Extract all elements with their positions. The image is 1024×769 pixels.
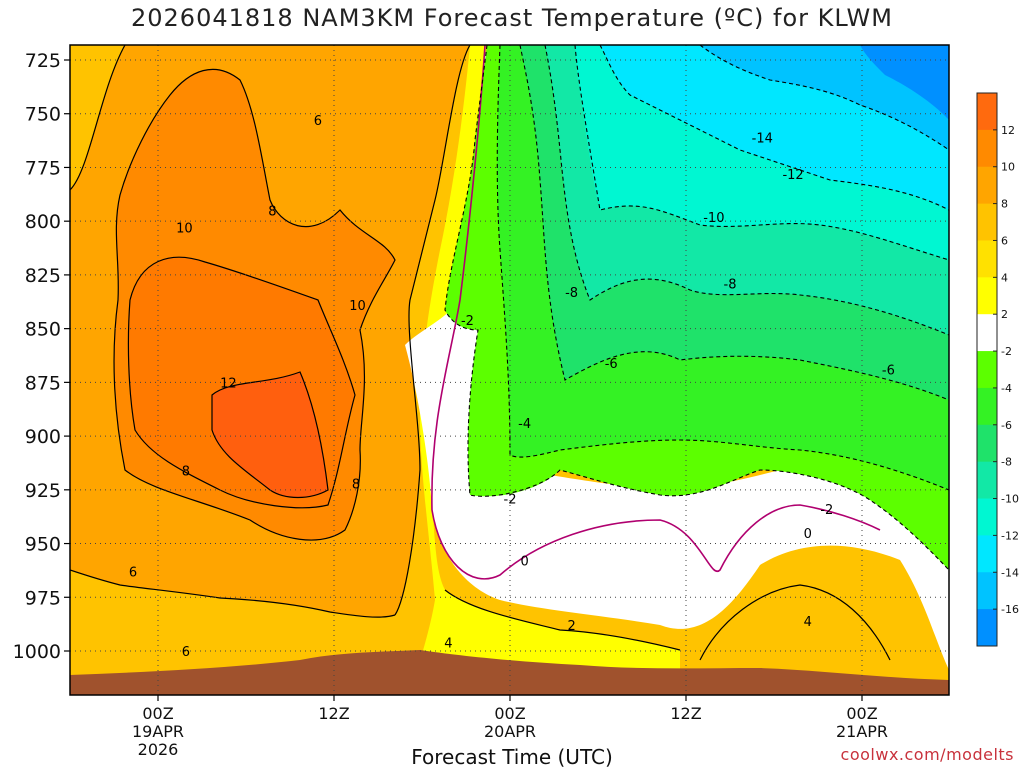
- y-tick-label: 850: [25, 319, 61, 341]
- colorbar-label: 4: [1001, 271, 1008, 284]
- colorbar-swatch: [977, 240, 997, 278]
- temperature-field: [70, 45, 949, 695]
- x-tick-label: 2026: [138, 740, 179, 759]
- x-tick-label: 00Z: [494, 704, 525, 723]
- colorbar-label: -2: [1001, 345, 1012, 358]
- colorbar-swatch: [977, 351, 997, 389]
- colorbar-label: -14: [1001, 566, 1019, 579]
- colorbar-swatch: [977, 609, 997, 647]
- contour-label: -4: [518, 417, 531, 432]
- y-tick-label: 900: [25, 426, 61, 448]
- contour-label: 6: [182, 645, 190, 660]
- colorbar-swatch: [977, 424, 997, 463]
- contour-label: 4: [804, 615, 812, 630]
- x-tick-label: 21APR: [836, 722, 888, 741]
- credit-link[interactable]: coolwx.com/modelts: [840, 745, 1014, 764]
- contour-label: 10: [349, 299, 366, 314]
- contour-label: -2: [820, 503, 833, 518]
- y-tick-label: 875: [25, 372, 61, 394]
- colorbar-swatch: [977, 461, 997, 500]
- colorbar-label: -16: [1001, 603, 1019, 616]
- chart-title: 2026041818 NAM3KM Forecast Temperature (…: [131, 4, 893, 32]
- colorbar-label: -8: [1001, 456, 1012, 469]
- contour-label: -8: [724, 278, 737, 293]
- contour-label: -6: [605, 357, 618, 372]
- terrain-ground: [70, 650, 949, 695]
- contour-label: -8: [565, 286, 578, 301]
- colorbar-swatch: [977, 277, 997, 315]
- x-tick-label: 20APR: [484, 722, 536, 741]
- colorbar-swatch: [977, 498, 997, 536]
- colorbar-swatch: [977, 93, 997, 131]
- contour-label: 4: [444, 636, 452, 651]
- contour-label: 8: [268, 204, 276, 219]
- y-tick-label: 1000: [13, 641, 61, 663]
- contour-label: -12: [782, 168, 803, 183]
- contour-label: 0: [521, 555, 529, 570]
- colorbar-label: -12: [1001, 529, 1019, 542]
- colorbar-label: -6: [1001, 419, 1012, 432]
- colorbar-label: 2: [1001, 308, 1008, 321]
- x-tick-label: 12Z: [318, 704, 349, 723]
- y-tick-label: 750: [25, 104, 61, 126]
- y-tick-label: 725: [25, 50, 61, 72]
- contour-label: -14: [752, 131, 773, 146]
- x-tick-label: 00Z: [142, 704, 173, 723]
- x-tick-label: 12Z: [670, 704, 701, 723]
- contour-label: 12: [220, 376, 237, 391]
- contour-label: 2: [567, 619, 575, 634]
- y-tick-label: 825: [25, 265, 61, 287]
- colorbar-frame: [976, 92, 998, 647]
- contour-label: 8: [182, 464, 190, 479]
- contour-label: -2: [504, 492, 517, 507]
- contour-label: -10: [703, 211, 724, 226]
- colorbar-label: 8: [1001, 198, 1008, 211]
- x-tick-label: 19APR: [132, 722, 184, 741]
- colorbar-label: 12: [1001, 124, 1015, 137]
- contour-label: -2: [461, 314, 474, 329]
- colorbar-swatch: [977, 129, 997, 168]
- colorbar-swatch: [977, 387, 997, 426]
- y-tick-label: 800: [25, 211, 61, 233]
- y-tick-label: 925: [25, 480, 61, 502]
- x-tick-label: 00Z: [846, 704, 877, 723]
- contour-labels: 10 8 6 10 12 8 8 6 6 4 2 0 -2 -4 -2 -6 -8 -8 -10 -12 -14 -6 -2…: [129, 114, 895, 660]
- colorbar: 12 10 8 6 4 2 -2 -4 -6 -8 -10 -12 -14 -16: [976, 92, 1019, 647]
- contour-label: 6: [129, 565, 137, 580]
- contour-label: -6: [882, 363, 895, 378]
- y-axis: 725 750 775 800 825 850 875 900 925 950 975 1000: [13, 50, 70, 663]
- colorbar-label: 10: [1001, 161, 1015, 174]
- y-tick-label: 975: [25, 587, 61, 609]
- contour-label: 8: [352, 477, 360, 492]
- colorbar-label: 6: [1001, 234, 1008, 247]
- y-tick-label: 950: [25, 534, 61, 556]
- colorbar-swatch: [977, 535, 997, 573]
- colorbar-label: -4: [1001, 382, 1012, 395]
- x-axis-label: Forecast Time (UTC): [411, 745, 613, 769]
- colorbar-swatch: [977, 203, 997, 241]
- contour-label: 0: [804, 527, 812, 542]
- colorbar-swatch: [977, 166, 997, 205]
- contour-label: 10: [176, 222, 193, 237]
- gridlines: [70, 45, 949, 695]
- colorbar-swatch: [977, 572, 997, 610]
- colorbar-label: -10: [1001, 493, 1019, 506]
- colorbar-swatch: [977, 314, 997, 352]
- y-tick-label: 775: [25, 157, 61, 179]
- contour-label: 6: [314, 114, 322, 129]
